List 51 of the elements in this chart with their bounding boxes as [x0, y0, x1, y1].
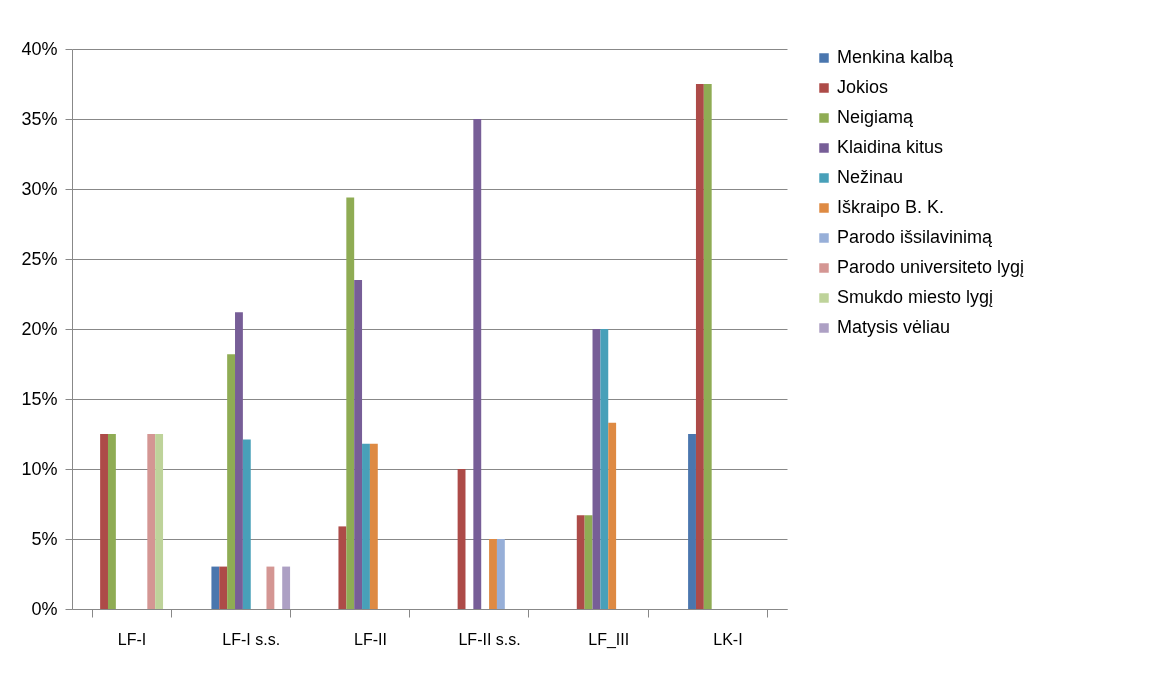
y-tick-label: 0%	[31, 598, 58, 619]
legend-label: Neigiamą	[837, 107, 915, 127]
legend-label: Parodo universiteto lygį	[837, 257, 1025, 277]
bar	[600, 329, 609, 609]
bar	[362, 443, 370, 609]
bar	[346, 197, 355, 609]
y-tick-label: 30%	[21, 178, 58, 199]
bar	[354, 280, 363, 609]
x-tick-label: LF-I s.s.	[222, 630, 281, 648]
bar	[155, 434, 164, 609]
legend-label: Smukdo miesto lygį	[837, 287, 994, 307]
bar	[147, 434, 156, 609]
bar	[496, 539, 505, 609]
legend-label: Menkina kalbą	[837, 47, 955, 67]
legend-label: Matysis vėliau	[837, 317, 951, 337]
bar	[242, 439, 251, 609]
bar	[369, 443, 378, 609]
x-tick-label: LF-I	[117, 630, 147, 648]
bar	[695, 84, 704, 609]
y-tick-label: 15%	[21, 388, 58, 409]
y-tick-label: 35%	[21, 108, 58, 129]
bar	[584, 515, 593, 609]
bar	[688, 434, 696, 609]
y-tick-label: 20%	[21, 318, 58, 339]
legend-label: Iškraipo B. K.	[837, 197, 945, 217]
bar	[473, 119, 482, 609]
legend-label: Jokios	[837, 77, 889, 97]
bar	[219, 566, 228, 609]
y-tick-label: 5%	[31, 528, 58, 549]
bar	[489, 539, 497, 609]
bar	[266, 566, 275, 609]
y-tick-label: 25%	[21, 248, 58, 269]
bar	[338, 526, 347, 609]
x-tick-label: LF_III	[588, 630, 630, 649]
bar	[703, 84, 712, 609]
legend-label: Nežinau	[837, 167, 904, 187]
legend-label: Parodo išsilavinimą	[837, 227, 994, 247]
x-tick-label: LK-I	[713, 630, 743, 648]
legend-label: Klaidina kitus	[837, 137, 944, 157]
bar	[608, 422, 617, 609]
bar	[211, 566, 220, 609]
bar	[576, 515, 585, 609]
y-tick-label: 40%	[21, 38, 58, 59]
bar	[100, 434, 108, 609]
bar	[107, 434, 116, 609]
y-tick-label: 10%	[21, 458, 58, 479]
bar	[235, 312, 243, 609]
bar	[282, 566, 291, 609]
bar	[227, 354, 236, 609]
x-tick-label: LF-II s.s.	[458, 630, 521, 648]
x-tick-label: LF-II	[353, 630, 387, 648]
